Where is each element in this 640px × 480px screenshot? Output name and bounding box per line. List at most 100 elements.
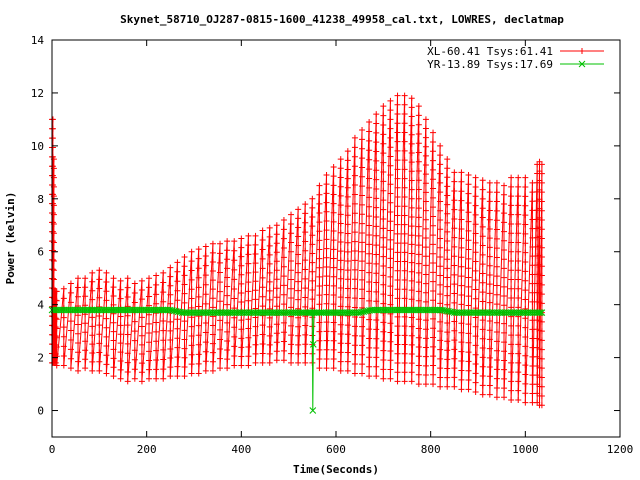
series-xl-point xyxy=(472,258,479,265)
series-xl-point xyxy=(131,299,138,306)
series-xl-point xyxy=(131,328,138,335)
series-xl-point xyxy=(302,303,309,310)
series-xl-point xyxy=(103,269,110,276)
series-xl-point xyxy=(238,235,245,242)
series-xl-point xyxy=(209,295,216,302)
series-xl-point xyxy=(373,251,380,258)
series-xl-point xyxy=(515,239,522,246)
series-xl-point xyxy=(458,197,465,204)
series-xl-point xyxy=(359,155,366,162)
series-xl-point xyxy=(422,216,429,223)
series-xl-point xyxy=(430,343,437,350)
series-xl-point xyxy=(401,221,408,228)
series-xl-point xyxy=(245,344,252,351)
series-xl-point xyxy=(82,275,89,282)
series-xl-point xyxy=(337,303,344,310)
series-xl-point xyxy=(408,113,415,120)
series-xl-point xyxy=(266,287,273,294)
series-xl-point xyxy=(231,352,238,359)
series-xl-point xyxy=(508,183,515,190)
series-xl-point xyxy=(280,329,287,336)
series-xl-point xyxy=(522,352,529,359)
series-xl-point xyxy=(316,292,323,299)
series-xl-point xyxy=(60,333,67,340)
series-xl-point xyxy=(60,295,67,302)
series-xl-point xyxy=(387,209,394,216)
series-xl-point xyxy=(124,322,131,329)
series-xl-point xyxy=(437,142,444,149)
series-xl-point xyxy=(188,361,195,368)
series-xl-point xyxy=(160,269,167,276)
series-xl-point xyxy=(508,341,515,348)
series-xl-point xyxy=(52,359,59,366)
series-yr-point xyxy=(533,309,541,316)
series-xl-point xyxy=(380,328,387,335)
series-xl-point xyxy=(209,349,216,356)
series-xl-point xyxy=(295,314,302,321)
series-xl-point xyxy=(188,370,195,377)
series-xl-point xyxy=(408,268,415,275)
series-xl-point xyxy=(373,335,380,342)
series-xl-point xyxy=(380,168,387,175)
series-xl-point xyxy=(138,350,145,357)
series-xl-point xyxy=(508,332,515,339)
series-xl-point xyxy=(344,285,351,292)
series-xl-point xyxy=(103,324,110,331)
series-xl-point xyxy=(330,356,337,363)
series-xl-point xyxy=(415,334,422,341)
series-xl-point xyxy=(493,207,500,214)
series-xl-point xyxy=(131,366,138,373)
plot-area xyxy=(48,92,546,414)
series-xl-point xyxy=(444,165,451,172)
series-xl-point xyxy=(430,204,437,211)
series-xl-point xyxy=(522,324,529,331)
series-xl-point xyxy=(351,257,358,264)
series-xl-point xyxy=(522,221,529,228)
series-xl-point xyxy=(538,365,545,372)
series-xl-point xyxy=(330,173,337,180)
series-xl-point xyxy=(302,294,309,301)
series-xl-point xyxy=(231,324,238,331)
series-xl-point xyxy=(330,200,337,207)
series-xl-point xyxy=(380,225,387,232)
series-xl-point xyxy=(522,240,529,247)
series-xl-point xyxy=(430,166,437,173)
series-xl-point xyxy=(522,343,529,350)
series-xl-point xyxy=(280,263,287,270)
series-xl-point xyxy=(309,223,316,230)
y-axis-label: Power (kelvin) xyxy=(4,192,17,285)
series-xl-point xyxy=(131,318,138,325)
series-xl-point xyxy=(522,371,529,378)
series-xl-point xyxy=(387,134,394,141)
series-xl-point xyxy=(323,328,330,335)
series-xl-point xyxy=(302,275,309,282)
series-xl-point xyxy=(60,352,67,359)
series-xl-point xyxy=(309,286,316,293)
series-xl-point xyxy=(493,301,500,308)
series-xl-point xyxy=(359,361,366,368)
series-xl-point xyxy=(415,149,422,156)
series-xl-point xyxy=(224,292,231,299)
series-xl-point xyxy=(302,229,309,236)
series-xl-point xyxy=(437,337,444,344)
series-xl-point xyxy=(430,362,437,369)
series-xl-point xyxy=(202,319,209,326)
series-xl-point xyxy=(323,273,330,280)
series-xl-point xyxy=(153,338,160,345)
series-xl-point xyxy=(146,339,153,346)
series-xl-point xyxy=(401,276,408,283)
series-xl-point xyxy=(330,346,337,353)
series-xl-point xyxy=(224,328,231,335)
x-tick-label-2: 400 xyxy=(231,443,251,456)
series-xl-point xyxy=(444,174,451,181)
series-xl-point xyxy=(486,262,493,269)
series-xl-point xyxy=(124,275,131,282)
series-xl-point xyxy=(479,214,486,221)
series-xl-point xyxy=(359,164,366,171)
series-xl-point xyxy=(110,275,117,282)
series-xl-point xyxy=(415,288,422,295)
series-xl-point xyxy=(430,232,437,239)
series-xl-point xyxy=(209,286,216,293)
series-xl-point xyxy=(373,120,380,127)
series-xl-point xyxy=(60,362,67,369)
